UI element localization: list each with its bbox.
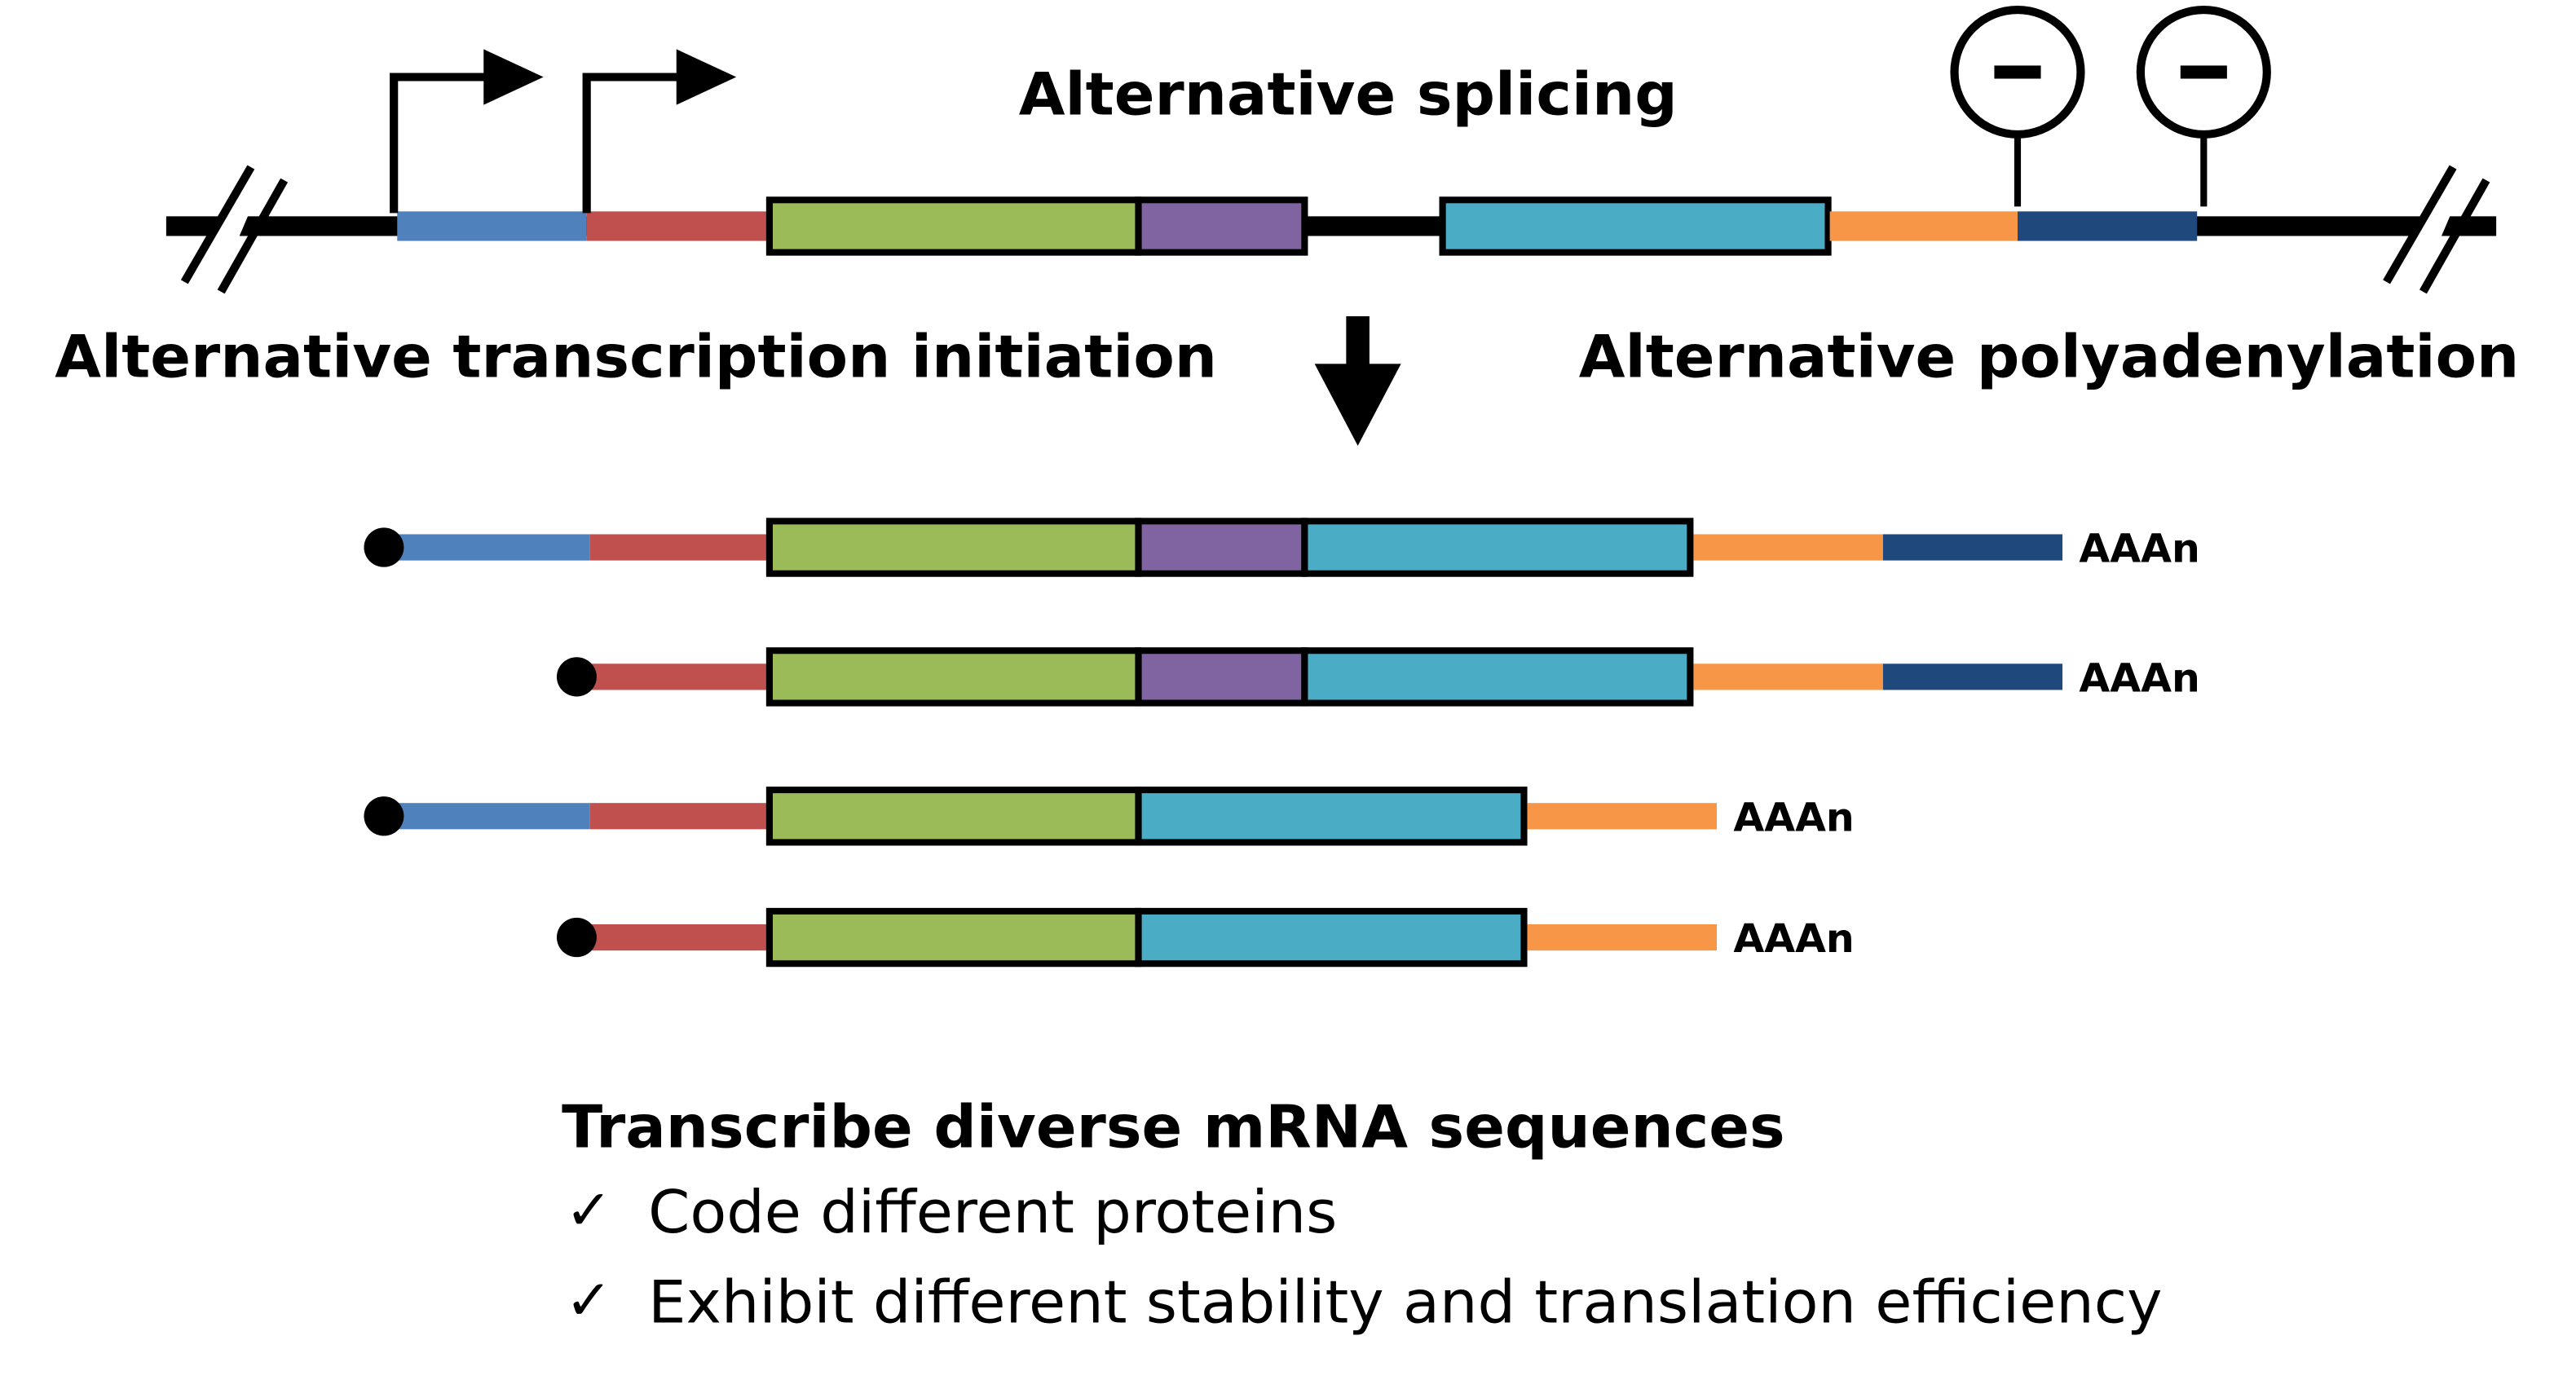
label-alternative-transcription-initiation: Alternative transcription initiation xyxy=(55,323,1217,391)
exon-1 xyxy=(765,907,1142,968)
polya-tail-label: AAAn xyxy=(1733,796,1854,841)
label-alternative-polyadenylation: Alternative polyadenylation xyxy=(1579,323,2519,391)
break-mark-icon xyxy=(2419,178,2490,294)
break-mark-icon xyxy=(2383,165,2457,284)
utr5-tss2 xyxy=(589,803,768,830)
transcript-row: AAAn xyxy=(556,907,1855,968)
label-alternative-splicing: Alternative splicing xyxy=(1019,60,1678,129)
alternative-exon xyxy=(1135,196,1308,256)
polya-tail-label: AAAn xyxy=(2079,527,2199,572)
utr5-tss2 xyxy=(589,663,768,690)
alternative-exon xyxy=(1135,518,1308,577)
exon-1 xyxy=(765,647,1142,707)
gene-structure xyxy=(165,6,2497,294)
promoter-arrowhead-icon xyxy=(676,49,737,105)
minus-icon xyxy=(1994,65,2041,79)
promoter-arrow-icon xyxy=(582,73,683,214)
utr3-proximal xyxy=(1693,534,1883,561)
break-mark-icon xyxy=(180,165,255,284)
utr5-tss2 xyxy=(586,211,768,241)
exon-2 xyxy=(1301,647,1694,707)
break-gap xyxy=(193,159,269,293)
down-arrow-icon xyxy=(1314,316,1401,446)
utr5-tss1 xyxy=(397,534,590,561)
utr5-tss1 xyxy=(397,803,590,830)
utr3-distal xyxy=(2017,211,2198,241)
alternative-exon xyxy=(1135,647,1308,707)
transcript-list: AAAn AAAn AAAn AAAn xyxy=(364,518,2200,968)
transcript-row: AAAn xyxy=(364,787,1855,846)
break-gap xyxy=(2395,159,2471,293)
utr5-tss1 xyxy=(397,211,587,241)
cap-icon xyxy=(364,796,404,836)
utr5-tss2 xyxy=(589,924,768,951)
polya-tail-label: AAAn xyxy=(1733,916,1854,962)
exon-2 xyxy=(1439,196,1832,256)
minus-icon xyxy=(2180,65,2227,79)
cap-icon xyxy=(556,657,597,697)
utr3-proximal xyxy=(1527,803,1717,830)
utr3-proximal xyxy=(1693,663,1883,690)
break-mark-icon xyxy=(217,178,289,294)
exon-1 xyxy=(765,787,1142,846)
summary-title: Transcribe diverse mRNA sequences xyxy=(562,1093,1785,1162)
transcript-row: AAAn xyxy=(556,647,2200,707)
exon-1 xyxy=(765,518,1142,577)
exon-1 xyxy=(765,196,1142,256)
polya-tail-label: AAAn xyxy=(2079,656,2199,702)
promoter-arrow-icon xyxy=(390,73,491,214)
check-icon: ✓ xyxy=(565,1268,612,1333)
bullet-code-different-proteins: Code different proteins xyxy=(648,1178,1337,1246)
utr3-distal xyxy=(1882,663,2063,690)
exon-2 xyxy=(1135,787,1528,846)
exon-2 xyxy=(1301,518,1694,577)
check-icon: ✓ xyxy=(565,1178,612,1242)
bullet-stability-translation: Exhibit different stability and translat… xyxy=(648,1268,2162,1337)
utr3-proximal xyxy=(1527,924,1717,951)
utr3-proximal xyxy=(1829,211,2018,241)
cap-icon xyxy=(364,527,404,567)
exon-2 xyxy=(1135,907,1528,968)
utr3-distal xyxy=(1882,534,2063,561)
promoter-arrowhead-icon xyxy=(483,49,544,105)
utr5-tss2 xyxy=(589,534,768,561)
cap-icon xyxy=(556,917,597,958)
transcript-row: AAAn xyxy=(364,518,2200,577)
